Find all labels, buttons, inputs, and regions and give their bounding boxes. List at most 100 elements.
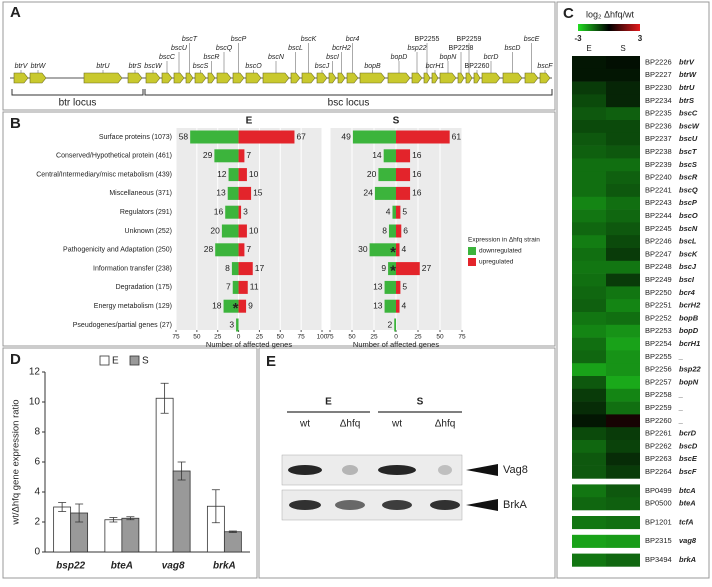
locus-bracket <box>11 89 144 96</box>
heat-cell <box>606 107 640 121</box>
row-name: _ <box>678 390 683 399</box>
heat-cell <box>606 337 640 351</box>
legend-swatch <box>99 355 110 366</box>
row-id: BP2254 <box>645 339 672 348</box>
row-name: bopN <box>679 377 699 386</box>
y-tick-label: 8 <box>34 427 40 438</box>
blot-band <box>335 500 365 510</box>
value-label: 7 <box>226 282 231 292</box>
x-tick-label: 25 <box>414 334 422 341</box>
protein-label: BrkA <box>503 499 528 511</box>
legend-swatch <box>468 258 476 266</box>
gene-label: bscI <box>326 54 339 61</box>
heat-cell <box>572 299 606 313</box>
heat-cell <box>606 401 640 415</box>
annotation: * <box>390 263 396 280</box>
gene-arrow <box>262 72 290 84</box>
lane-label: wt <box>299 419 310 430</box>
heat-cell <box>606 171 640 185</box>
heat-cell <box>606 120 640 134</box>
colorbar-tick-label: -3 <box>574 34 582 43</box>
gene-arrow <box>290 72 301 84</box>
heat-cell <box>572 427 606 441</box>
row-name: bsp22 <box>679 365 702 374</box>
row-id: BP2238 <box>645 147 672 156</box>
heat-cell <box>572 260 606 274</box>
bar <box>225 205 239 219</box>
value-label: 16 <box>412 169 422 179</box>
heat-cell <box>606 553 640 567</box>
bar <box>215 243 239 257</box>
panel-e-frame <box>258 347 556 579</box>
colorbar-tick-label: 3 <box>638 34 643 43</box>
value-label: 20 <box>210 225 220 235</box>
heat-cell <box>606 248 640 262</box>
row-name: _ <box>678 416 683 425</box>
legend-title: Expression in Δhfq strain <box>468 237 540 244</box>
row-name: bcrD <box>679 429 697 438</box>
value-label: 15 <box>253 188 263 198</box>
bar <box>214 149 239 163</box>
gene-arrow <box>185 72 194 84</box>
heat-cell <box>606 273 640 287</box>
x-tick-label: 50 <box>277 334 285 341</box>
row-name: _ <box>678 403 683 412</box>
gene-arrow <box>359 72 386 84</box>
x-tick-label: 0 <box>394 334 398 341</box>
blot-band <box>289 500 321 510</box>
y-tick-label: 12 <box>29 367 41 378</box>
gene-arrow <box>83 72 123 84</box>
bar <box>396 149 411 163</box>
heat-cell <box>606 145 640 159</box>
heat-cell <box>572 363 606 377</box>
row-id: BP2248 <box>645 262 672 271</box>
row-name: btrW <box>679 70 697 79</box>
gene-label: bscR <box>204 54 220 61</box>
row-name: bscN <box>679 224 698 233</box>
row-name: bcrH2 <box>679 301 701 310</box>
value-label: 5 <box>402 282 407 292</box>
category-label: Information transfer (238) <box>93 265 172 272</box>
gene-arrow <box>29 72 47 84</box>
gene-label: btrS <box>129 63 142 70</box>
gene-arrow <box>316 72 328 84</box>
gene-label: bscJ <box>315 63 330 70</box>
colorbar-title: log₂ Δhfq/wt <box>586 9 635 19</box>
blot-arrow <box>466 499 498 511</box>
heat-cell <box>606 452 640 466</box>
gene-arrow <box>481 72 501 84</box>
row-name: btrV <box>679 57 695 66</box>
heat-cell <box>606 184 640 198</box>
gene-arrow <box>524 72 539 84</box>
heat-cell <box>572 94 606 108</box>
heat-cell <box>606 81 640 95</box>
panel-title: E <box>246 116 253 127</box>
bar <box>388 224 396 238</box>
heat-cell <box>606 260 640 274</box>
row-id: BP2236 <box>645 121 672 130</box>
row-id: BP2230 <box>645 83 672 92</box>
heat-cell <box>572 273 606 287</box>
row-id: BP2255 <box>645 352 672 361</box>
heat-cell <box>572 120 606 134</box>
heat-cell <box>606 235 640 249</box>
value-label: 18 <box>212 300 222 310</box>
heat-cell <box>572 465 606 479</box>
category-label: Pathogenicity and Adaptation (250) <box>63 247 172 254</box>
panel-b-frame <box>2 111 556 347</box>
colorbar <box>578 24 640 31</box>
gene-label: bscT <box>182 36 198 43</box>
heat-cell <box>606 440 640 454</box>
value-label: 16 <box>412 188 422 198</box>
column-label: E <box>586 44 591 53</box>
y-tick-label: 6 <box>34 457 40 468</box>
gene-arrow <box>216 72 232 84</box>
row-name: bscU <box>679 134 698 143</box>
panel-letter: E <box>266 353 276 370</box>
bar <box>238 280 248 294</box>
category-label: Energy metabolism (129) <box>94 303 172 310</box>
heat-cell <box>606 286 640 300</box>
gene-label: BP2259 <box>457 36 482 43</box>
legend-label: downregulated <box>479 248 522 255</box>
